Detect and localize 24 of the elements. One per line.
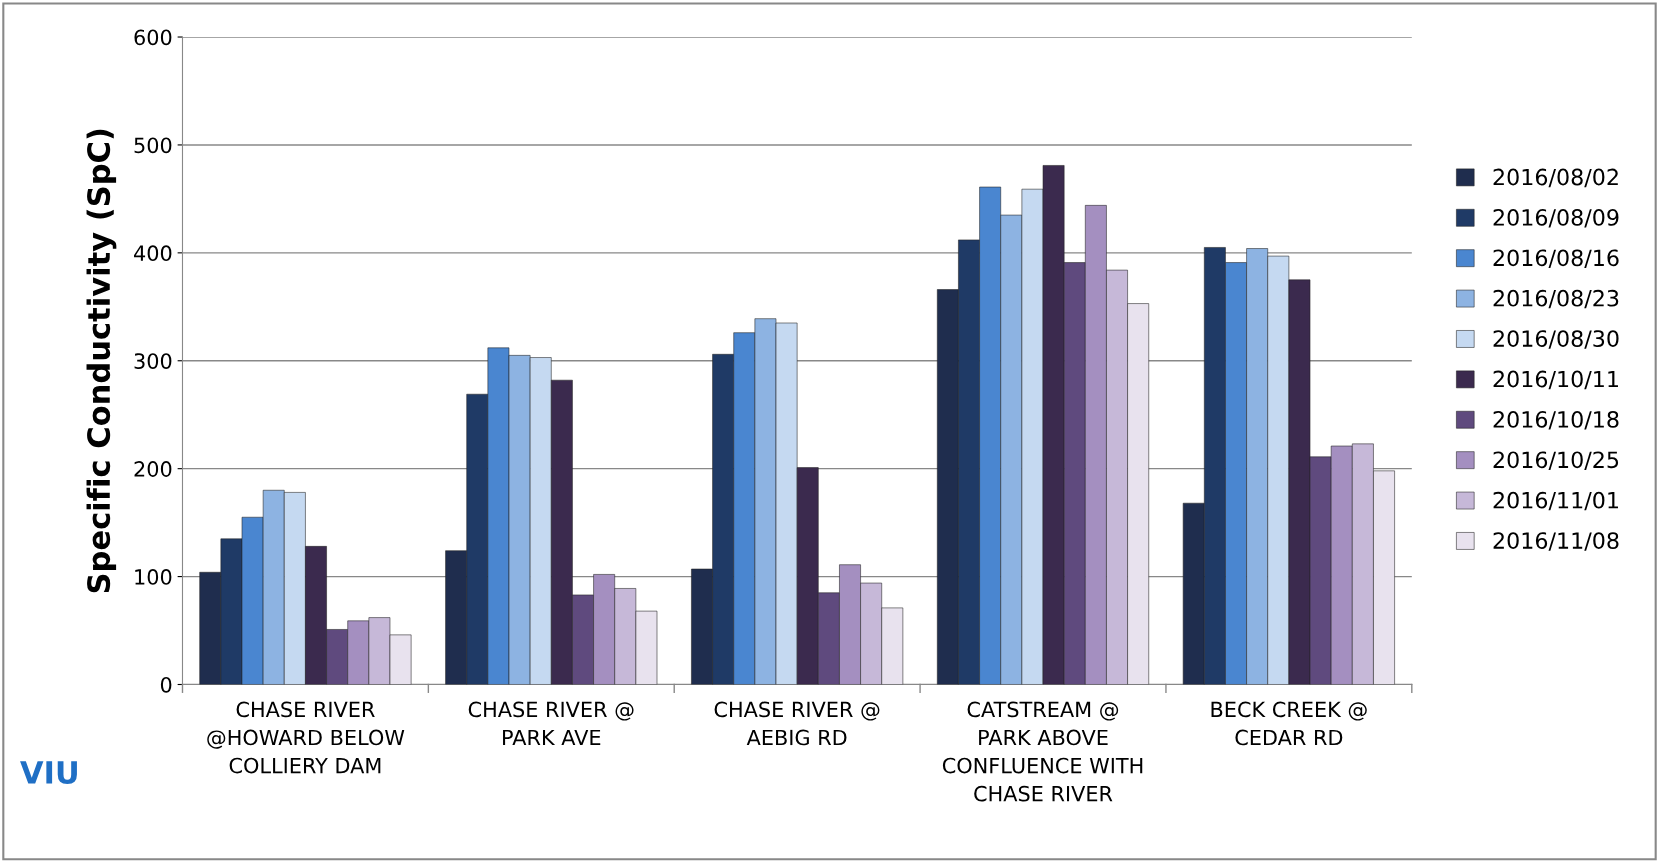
y-tick-label: 400 (134, 245, 172, 262)
x-tick-label: CHASE RIVER @ PARK AVE (468, 701, 634, 746)
legend-label: 2016/08/09 (1493, 209, 1619, 228)
legend-label: 2016/08/23 (1493, 289, 1619, 309)
legend-label: 2016/11/01 (1493, 491, 1618, 511)
legend-label: 2016/08/02 (1493, 168, 1618, 188)
x-tick-label: CHASE RIVER @ AEBIG RD (714, 701, 880, 746)
y-tick-label: 300 (134, 353, 172, 369)
legend-label: 2016/10/11 (1493, 370, 1618, 390)
x-tick-label: CATSTREAM @ PARK ABOVE CONFLUENCE WITH CHASE RIVER (942, 701, 1143, 802)
y-tick-label: 0 (160, 676, 172, 693)
y-tick-label: 500 (134, 137, 172, 154)
text: VIU (20, 761, 77, 784)
y-axis-title: Specific Conductivity (SpC) (86, 129, 117, 593)
y-tick-label: 100 (135, 569, 172, 585)
legend-label: 2016/11/08 (1493, 532, 1619, 551)
legend-label: 2016/08/16 (1493, 249, 1619, 268)
y-tick-label: 600 (134, 29, 172, 46)
x-tick-label: BECK CREEK @ CEDAR RD (1211, 701, 1367, 746)
legend-label: 2016/10/25 (1493, 451, 1619, 470)
x-tick-label: CHASE RIVER @HOWARD BELOW COLLIERY DAM (207, 701, 405, 774)
legend-label: 2016/08/30 (1493, 330, 1619, 349)
legend-label: 2016/10/18 (1493, 410, 1619, 430)
y-tick-label: 200 (134, 461, 172, 477)
